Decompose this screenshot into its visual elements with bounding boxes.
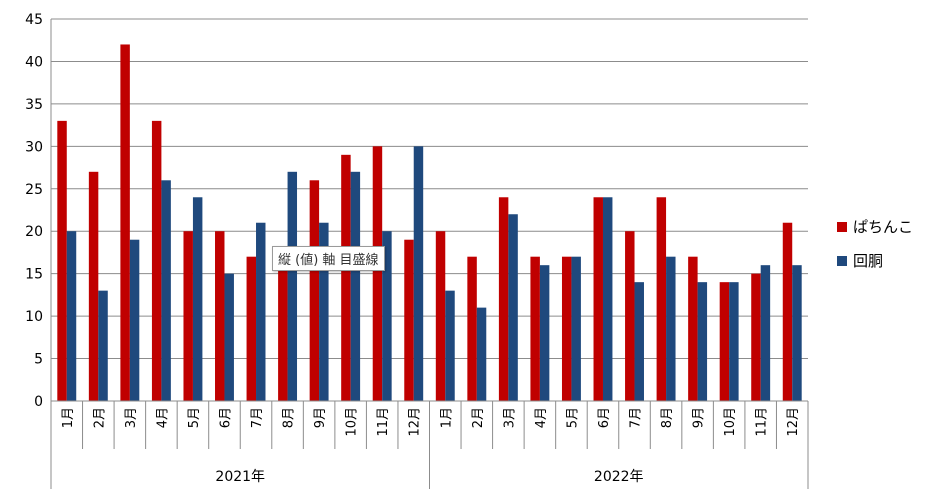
bar [625, 231, 635, 401]
x-tick-label: 8月 [660, 407, 675, 428]
bar [530, 256, 540, 401]
y-tick-label: 40 [25, 54, 43, 70]
bars [57, 44, 802, 401]
year-label: 2021年 [215, 469, 265, 485]
y-tick-label: 35 [25, 97, 43, 113]
bar [129, 239, 140, 401]
bar [539, 265, 550, 401]
bar [719, 282, 730, 401]
x-axis-ticks: 1月 2月 3月 4月 5月 6月 7月 8月 9月 10月 11月 12月 1月 2月 3月 4月 5月 6月 7… [61, 407, 801, 437]
bar [319, 222, 329, 401]
x-tick-label: 9月 [313, 407, 328, 428]
x-tick-label: 12月 [786, 407, 801, 437]
x-tick-label: 2月 [471, 407, 486, 428]
x-tick-label: 11月 [755, 407, 770, 437]
bar [66, 231, 77, 401]
bar [666, 256, 676, 401]
bar [760, 265, 771, 401]
x-tick-label: 10月 [345, 407, 360, 437]
bar [445, 290, 455, 401]
bar [350, 171, 361, 401]
x-tick-label: 12月 [408, 407, 423, 437]
bar [120, 44, 130, 401]
bar [467, 256, 477, 401]
gridline-tooltip: 縦 (値) 軸 目盛線 [272, 246, 385, 271]
bar [561, 256, 572, 401]
y-tick-label: 30 [25, 139, 43, 155]
axes [50, 19, 809, 489]
bar [246, 256, 257, 401]
bar [256, 222, 266, 401]
bar [151, 120, 162, 401]
year-label: 2022年 [594, 469, 644, 485]
bar [656, 197, 667, 401]
legend-swatch [837, 256, 847, 266]
x-tick-label: 7月 [629, 407, 644, 428]
bar [278, 265, 288, 401]
bar [435, 231, 446, 401]
y-tick-label: 45 [25, 12, 43, 28]
x-tick-label: 8月 [282, 407, 297, 428]
bar [498, 197, 509, 401]
bar [729, 282, 739, 401]
bar [634, 282, 644, 401]
bar [183, 231, 193, 401]
bar [192, 197, 203, 401]
bar [571, 256, 581, 401]
y-tick-label: 20 [25, 224, 43, 240]
bar [792, 265, 802, 401]
x-tick-label: 9月 [692, 407, 707, 428]
x-tick-label: 4月 [534, 407, 549, 428]
y-tick-label: 10 [25, 309, 43, 325]
bar [341, 154, 351, 401]
bar [98, 290, 108, 401]
bar [309, 180, 320, 401]
bar [287, 171, 298, 401]
y-axis-ticks: 0 5 10 15 20 25 30 35 40 45 [25, 12, 43, 410]
year-labels: 2021年 2022年 [215, 469, 643, 485]
y-tick-label: 0 [34, 394, 43, 410]
y-tick-label: 5 [34, 352, 43, 368]
x-tick-label: 1月 [61, 407, 76, 428]
bar [57, 120, 67, 401]
x-tick-label: 3月 [124, 407, 139, 428]
x-tick-label: 5月 [565, 407, 580, 428]
bar [161, 180, 171, 401]
x-tick-label: 7月 [250, 407, 265, 428]
x-tick-label: 1月 [439, 407, 454, 428]
x-tick-label: 5月 [187, 407, 202, 428]
y-tick-label: 25 [25, 182, 43, 198]
gridlines [51, 18, 808, 360]
bar [697, 282, 708, 401]
legend-label: 回胴 [853, 252, 883, 270]
bar [215, 231, 225, 401]
y-tick-label: 15 [25, 267, 43, 283]
x-tick-label: 2月 [92, 407, 107, 428]
bar [602, 197, 613, 401]
x-tick-label: 10月 [723, 407, 738, 437]
bar [508, 214, 518, 401]
x-tick-label: 3月 [502, 407, 517, 428]
bar [382, 231, 392, 401]
bar [413, 146, 424, 401]
bar [593, 197, 603, 401]
x-tick-label: 4月 [155, 407, 170, 428]
bar [224, 273, 234, 401]
bar [476, 307, 487, 401]
legend-swatch [837, 222, 847, 232]
bar [688, 256, 698, 401]
legend-label: ぱちんこ [853, 218, 913, 236]
bar [782, 222, 793, 401]
bar [751, 273, 761, 401]
x-tick-label: 6月 [597, 407, 612, 428]
bar [88, 171, 99, 401]
x-tick-label: 11月 [376, 407, 391, 437]
bar [372, 146, 383, 401]
x-tick-label: 6月 [218, 407, 233, 428]
bar [404, 239, 414, 401]
